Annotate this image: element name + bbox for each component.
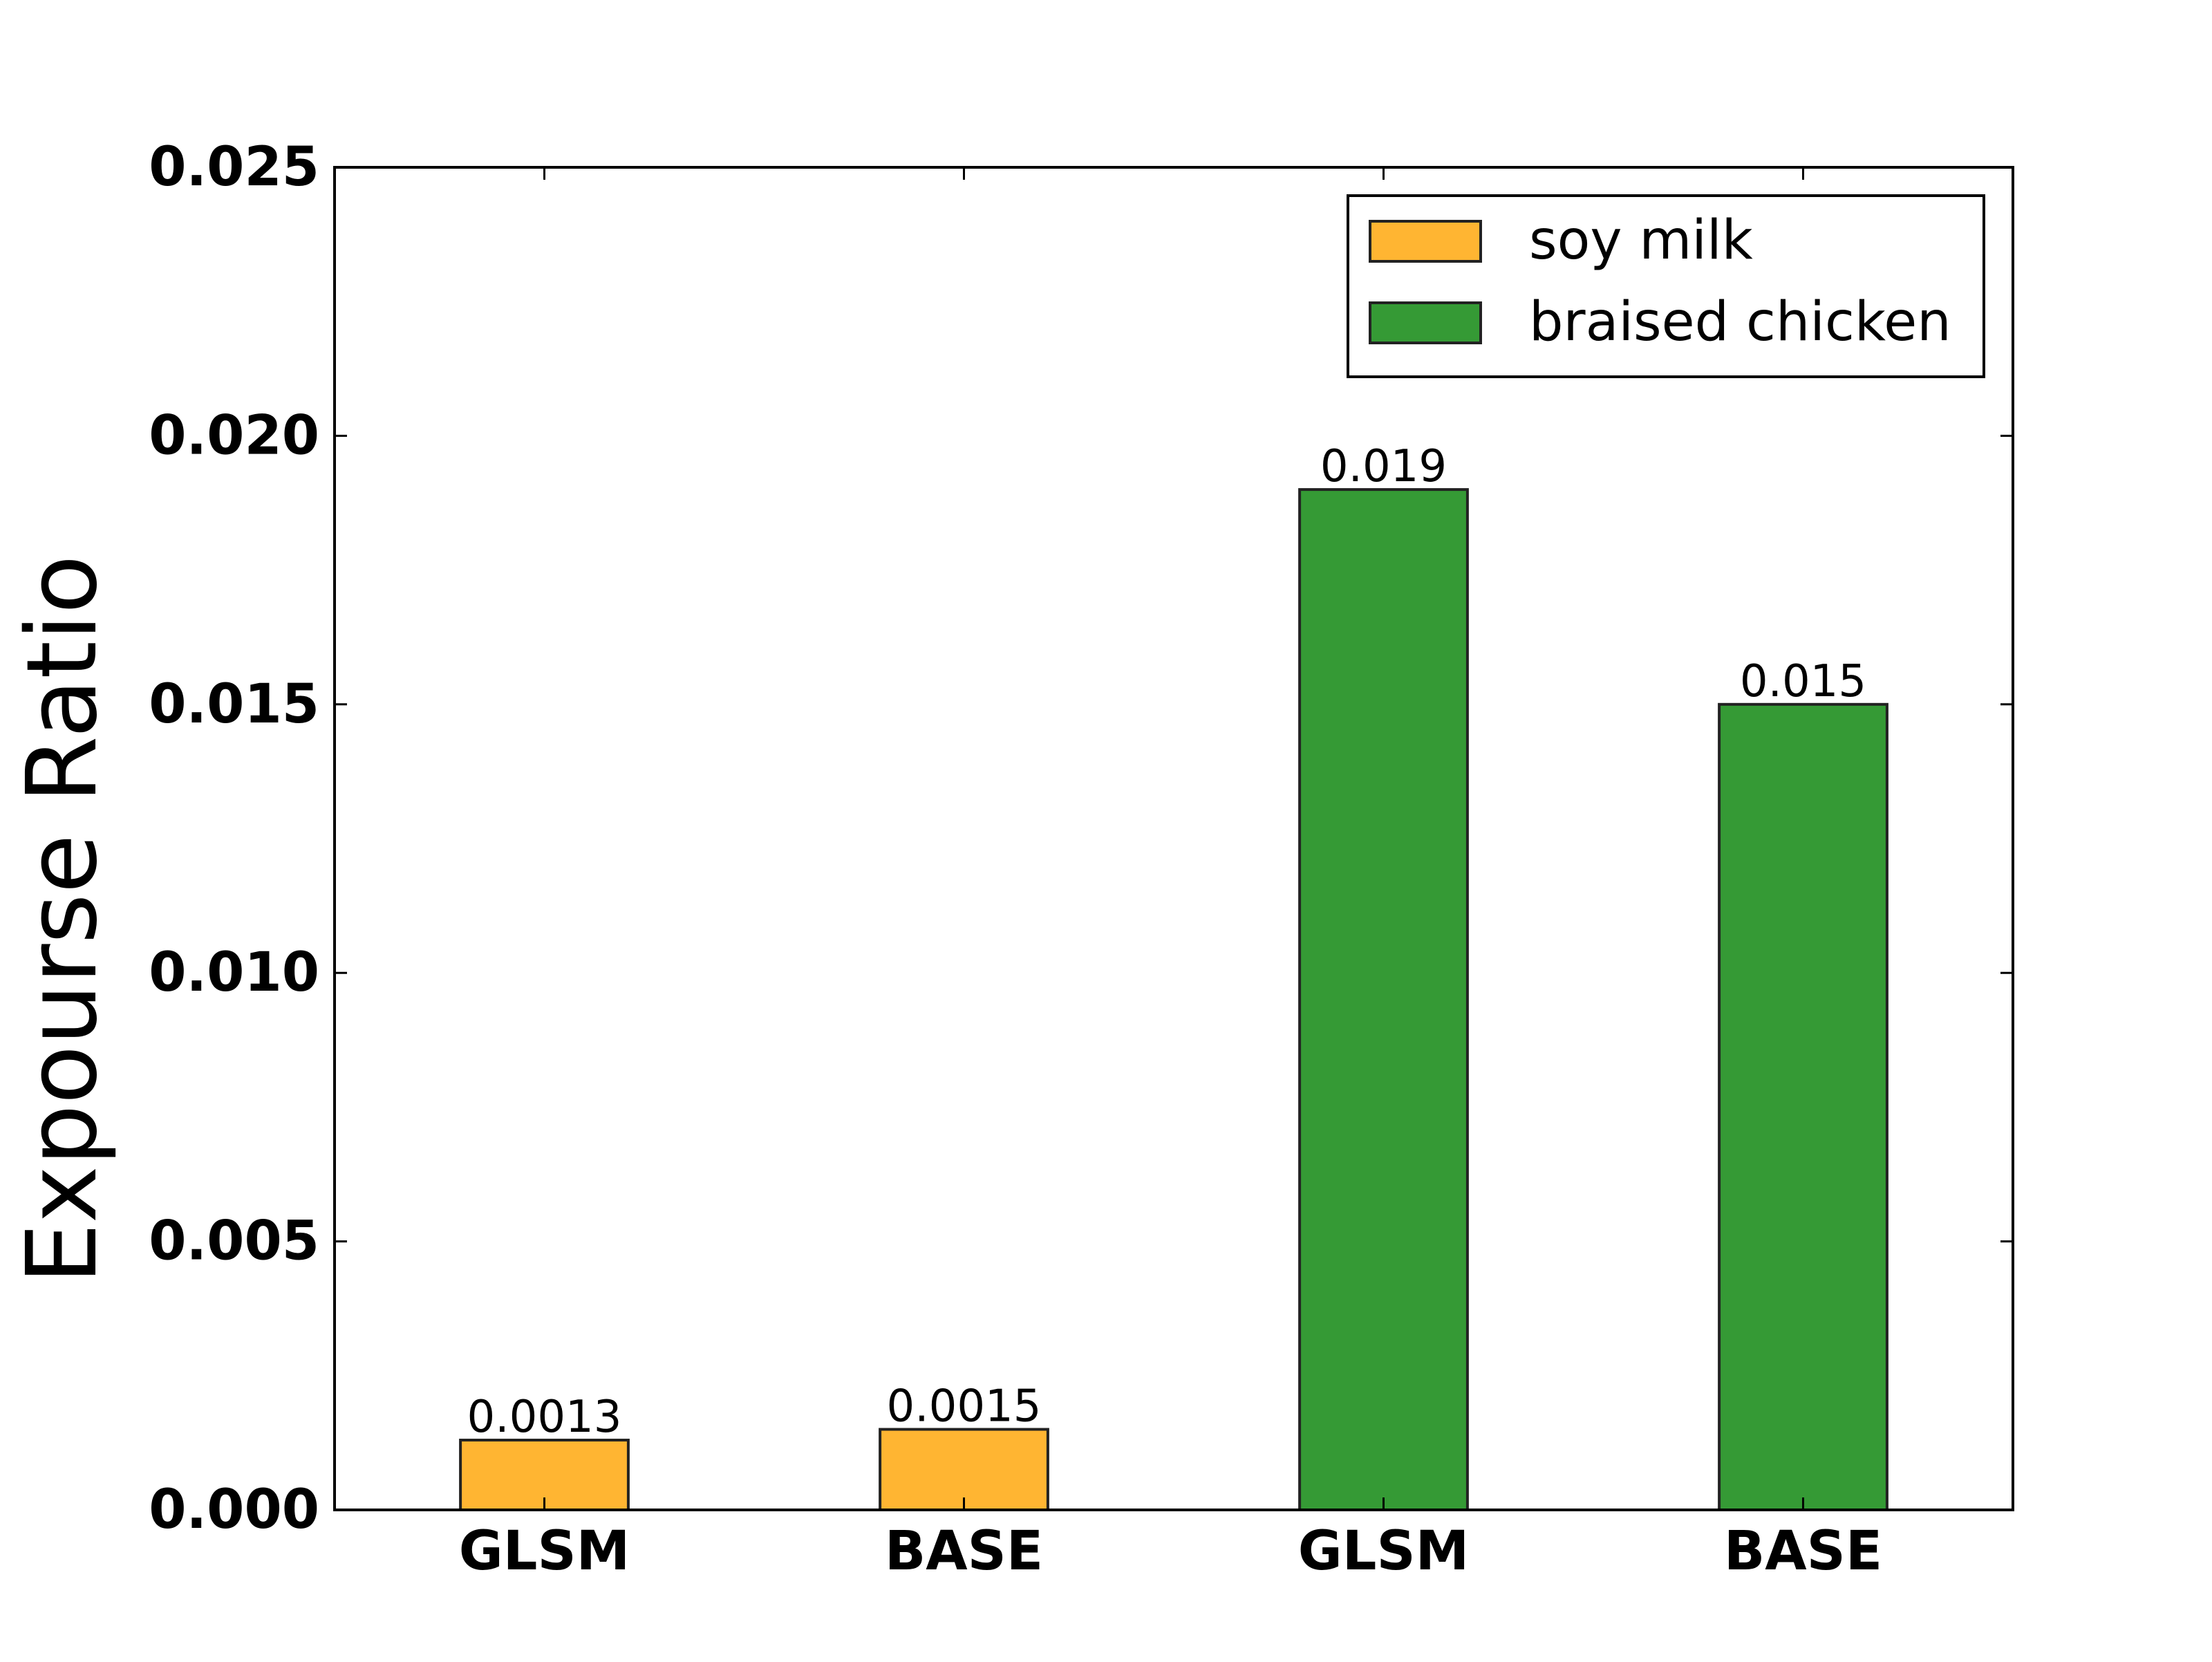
y-tick-label: 0.005 xyxy=(149,1211,319,1273)
legend: soy milk braised chicken xyxy=(1347,194,1985,378)
y-tick-label: 0.020 xyxy=(149,404,319,467)
bar-value-label: 0.0013 xyxy=(467,1392,622,1443)
x-tick-label: BASE xyxy=(885,1520,1043,1582)
bar xyxy=(879,1428,1049,1511)
bar-value-label: 0.0015 xyxy=(887,1381,1042,1432)
legend-swatch xyxy=(1369,301,1482,344)
bar xyxy=(1298,488,1469,1512)
bar-value-label: 0.019 xyxy=(1320,441,1447,492)
y-tick-label: 0.025 xyxy=(149,136,319,198)
x-tick-label: GLSM xyxy=(459,1520,630,1582)
x-tick-label: GLSM xyxy=(1298,1520,1470,1582)
y-tick-label: 0.015 xyxy=(149,673,319,736)
y-tick-label: 0.010 xyxy=(149,942,319,1004)
legend-swatch xyxy=(1369,220,1482,263)
bar xyxy=(1718,702,1888,1511)
legend-label: braised chicken xyxy=(1529,291,1951,353)
plot-frame xyxy=(333,166,2014,1511)
x-tick-label: BASE xyxy=(1724,1520,1882,1582)
bar-value-label: 0.015 xyxy=(1740,656,1866,707)
y-tick-label: 0.000 xyxy=(149,1479,319,1541)
y-axis-label: Expourse Ratio xyxy=(6,554,119,1284)
legend-label: soy milk xyxy=(1529,209,1753,272)
